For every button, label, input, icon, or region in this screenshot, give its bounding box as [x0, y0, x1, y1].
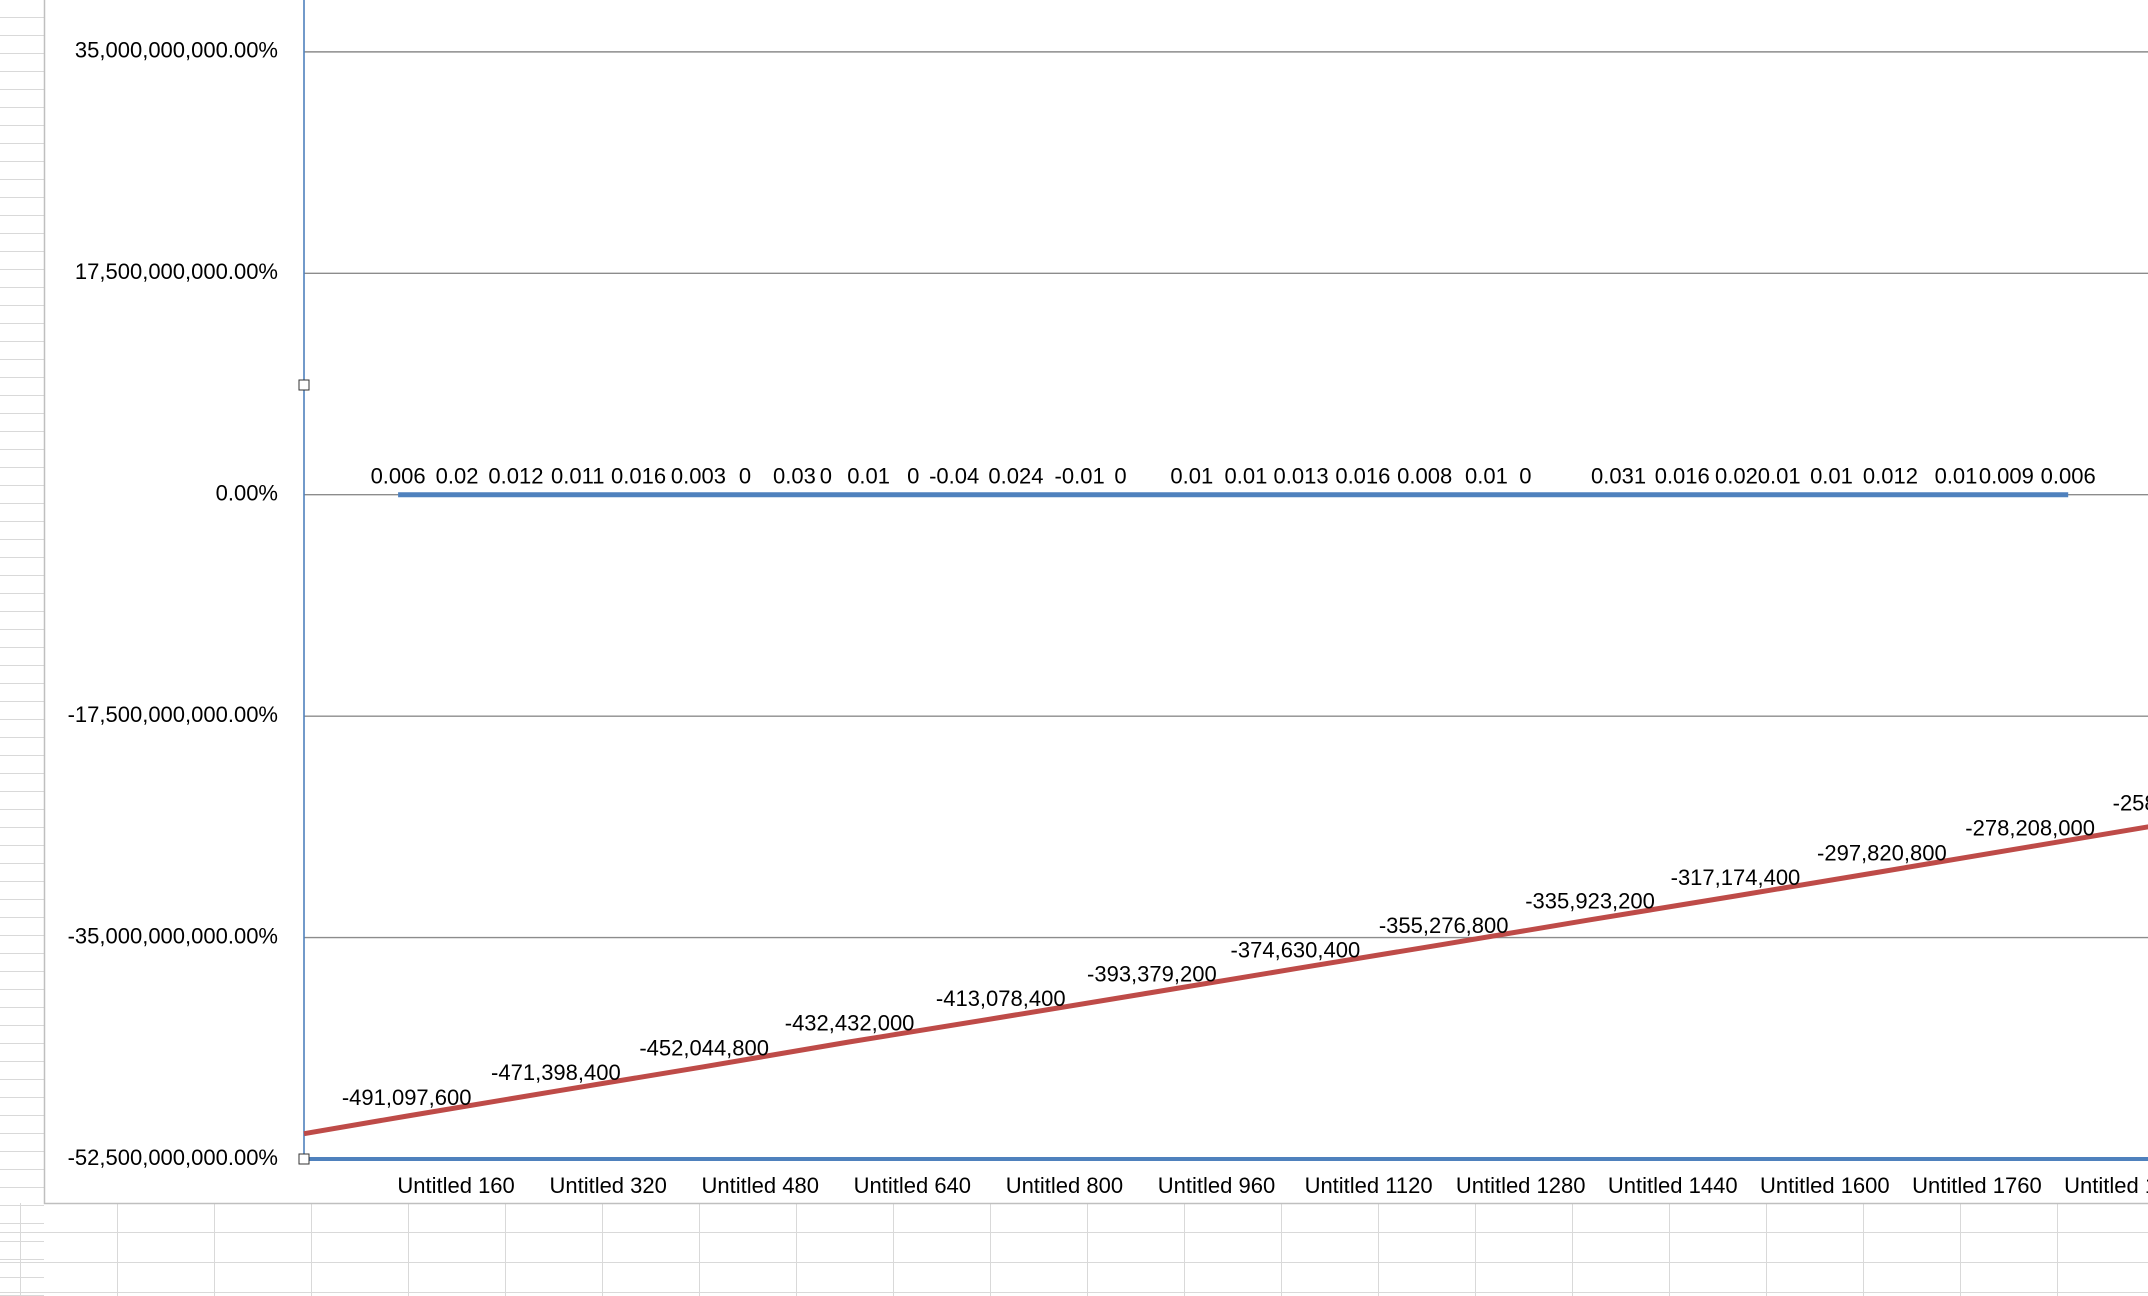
data-label: 0 — [1114, 464, 1126, 489]
selection-handle — [298, 1153, 310, 1165]
data-label: 0.03 — [773, 464, 816, 489]
data-label: -355,276,800 — [1379, 913, 1509, 938]
data-label: 0.006 — [2041, 464, 2096, 489]
x-tick-label: Untitled 320 — [549, 1173, 666, 1198]
data-label: 0.016 — [611, 464, 666, 489]
data-label: 0.01 — [847, 464, 890, 489]
x-tick-label: Untitled 1920 — [2064, 1173, 2148, 1198]
data-label: 0.003 — [671, 464, 726, 489]
x-tick-label: Untitled 1440 — [1608, 1173, 1738, 1198]
x-tick-label: Untitled 800 — [1006, 1173, 1123, 1198]
data-label: -374,630,400 — [1231, 938, 1361, 963]
data-label: -297,820,800 — [1817, 840, 1947, 865]
data-label: 0 — [820, 464, 832, 489]
data-label: 0.012 — [1863, 464, 1918, 489]
data-label: 0 — [1519, 464, 1531, 489]
data-label: -0.04 — [929, 464, 979, 489]
data-label: 0.016 — [1335, 464, 1390, 489]
chart-area — [44, 0, 2148, 1203]
x-tick-label: Untitled 160 — [397, 1173, 514, 1198]
data-label: -413,078,400 — [936, 986, 1066, 1011]
data-label: -432,432,000 — [785, 1011, 915, 1036]
data-label: 0.01 — [1170, 464, 1213, 489]
data-label: -452,044,800 — [639, 1036, 769, 1061]
plot-area: 35,000,000,000.00% 17,500,000,000.00% 0.00… — [68, 0, 2148, 1198]
y-tick-label: 0.00% — [216, 481, 278, 506]
y-tick-label: 35,000,000,000.00% — [75, 38, 278, 63]
data-label: 0.011 — [551, 464, 604, 489]
chart-border — [43, 0, 2148, 1205]
data-label: 0 — [907, 464, 919, 489]
data-label: -0.01 — [1055, 464, 1105, 489]
data-label: -393,379,200 — [1087, 961, 1217, 986]
data-label: 0.008 — [1397, 464, 1452, 489]
data-label: 0.013 — [1274, 464, 1329, 489]
sheet-cells — [0, 1203, 2148, 1296]
data-label: -335,923,200 — [1525, 889, 1655, 914]
y-tick-label: -17,500,000,000.00% — [68, 702, 278, 727]
sheet-rows — [0, 0, 44, 1296]
data-label: 0.01 — [1758, 464, 1801, 489]
x-tick-label: Untitled 960 — [1158, 1173, 1275, 1198]
data-label: 0.031 — [1591, 464, 1646, 489]
data-label: 0.009 — [1979, 464, 2034, 489]
data-label: 0.016 — [1655, 464, 1710, 489]
data-label: -471,398,400 — [491, 1060, 621, 1085]
data-label: -491,097,600 — [342, 1085, 472, 1110]
x-tick-label: Untitled 640 — [854, 1173, 971, 1198]
series-line — [303, 824, 2148, 1137]
data-label: 0.01 — [1465, 464, 1508, 489]
x-tick-label: Untitled 480 — [702, 1173, 819, 1198]
data-label: 0.006 — [371, 464, 426, 489]
data-label: 0 — [739, 464, 751, 489]
data-label: 0.01 — [1225, 464, 1268, 489]
x-tick-label: Untitled 1600 — [1760, 1173, 1890, 1198]
data-label: 0.024 — [988, 464, 1043, 489]
x-tick-label: Untitled 1280 — [1456, 1173, 1586, 1198]
data-label: 0.01 — [1810, 464, 1853, 489]
data-label: 0.02 — [1715, 464, 1758, 489]
data-label: 0.02 — [436, 464, 479, 489]
data-label: -278,208,000 — [1965, 816, 2095, 841]
y-tick-label: -52,500,000,000.00% — [68, 1145, 278, 1170]
selection-handle — [298, 379, 310, 391]
data-label: 0.012 — [488, 464, 543, 489]
y-tick-label: 17,500,000,000.00% — [75, 259, 278, 284]
x-tick-label: Untitled 1760 — [1912, 1173, 2042, 1198]
data-label: -258,595,200 — [2113, 791, 2148, 816]
y-tick-label: -35,000,000,000.00% — [68, 923, 278, 948]
data-label: 0.01 — [1935, 464, 1978, 489]
x-tick-label: Untitled 1120 — [1305, 1173, 1433, 1198]
data-label: -317,174,400 — [1671, 865, 1801, 890]
